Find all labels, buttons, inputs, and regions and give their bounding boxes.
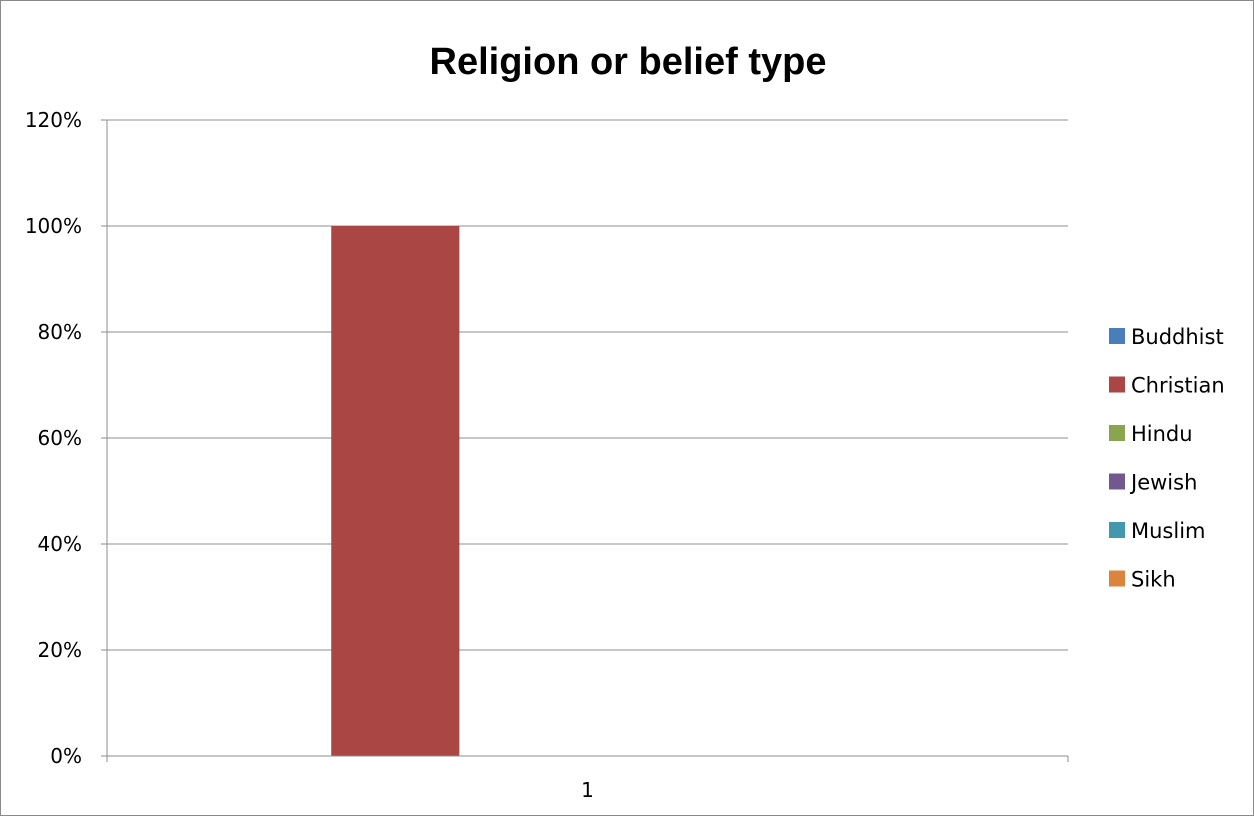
legend-label-christian: Christian (1131, 374, 1225, 398)
gridlines (107, 119, 1068, 757)
legend-label-jewish: Jewish (1129, 471, 1197, 495)
legend: Buddhist Christian Hindu Jewish Muslim Sikh (1109, 325, 1225, 592)
legend-swatch-buddhist (1109, 328, 1125, 344)
legend-label-hindu: Hindu (1131, 422, 1193, 446)
y-tick-label: 100% (25, 214, 82, 238)
y-tick-label: 40% (38, 532, 82, 556)
chart-title: Religion or belief type (430, 41, 827, 83)
legend-swatch-sikh (1109, 570, 1125, 587)
y-tick-label: 80% (38, 320, 82, 344)
x-tick-label: 1 (581, 778, 594, 802)
y-tick-label: 120% (25, 108, 82, 132)
legend-label-muslim: Muslim (1131, 519, 1206, 543)
y-tick-label: 0% (50, 744, 82, 768)
x-axis: 1 (106, 755, 1069, 802)
legend-swatch-muslim (1109, 522, 1125, 538)
bar-christian (331, 226, 460, 756)
y-tick-label: 20% (38, 638, 82, 662)
y-axis: 0% 20% 40% 60% 80% 100% 120% (25, 108, 108, 768)
legend-swatch-hindu (1109, 425, 1125, 441)
y-tick-label: 60% (38, 426, 82, 450)
legend-label-sikh: Sikh (1131, 568, 1176, 592)
legend-label-buddhist: Buddhist (1131, 325, 1224, 349)
legend-swatch-christian (1109, 376, 1125, 393)
legend-swatch-jewish (1109, 473, 1125, 490)
bars (331, 226, 460, 756)
